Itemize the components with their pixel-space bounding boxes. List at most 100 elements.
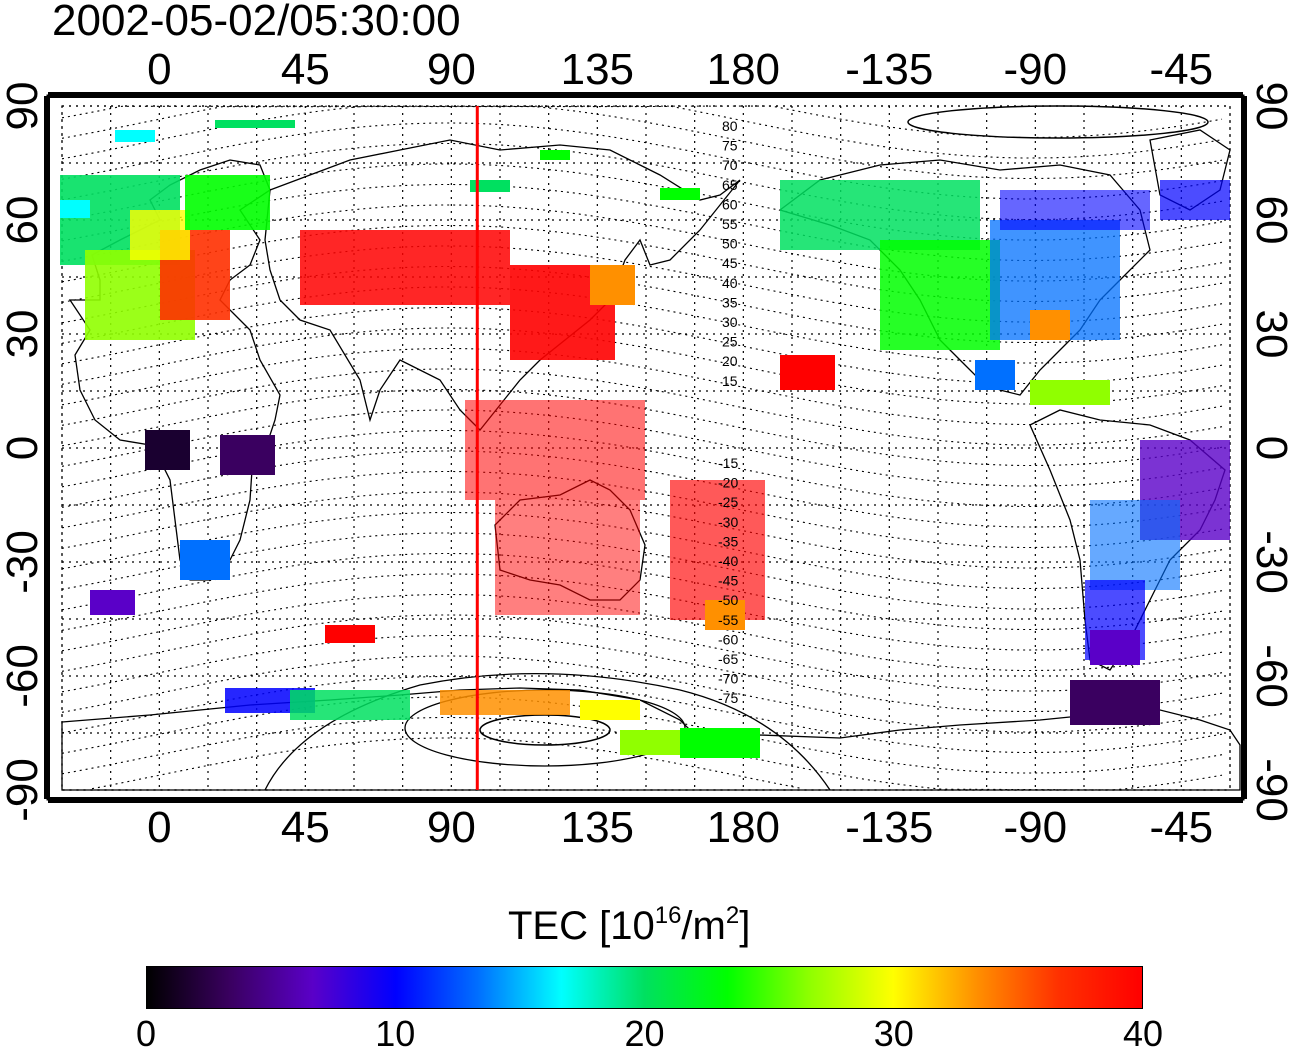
south-pole-contour <box>264 673 831 791</box>
tec-patch <box>325 625 375 643</box>
tec-patch <box>1000 190 1150 230</box>
contour-label: -30 <box>718 514 738 530</box>
tec-patch <box>780 355 835 390</box>
bottom-lon-label: 45 <box>281 803 330 852</box>
contour-label: -25 <box>718 494 738 510</box>
contour-label: -35 <box>718 533 738 549</box>
contour-label: 55 <box>722 216 738 232</box>
contour-label: -50 <box>718 592 738 608</box>
colorbar-title-mid: /m <box>681 904 726 948</box>
colorbar-title: TEC [1016/m2] <box>508 902 750 949</box>
tec-patch <box>495 500 640 615</box>
right-lat-label: 90 <box>1247 82 1292 131</box>
right-lat-label: 60 <box>1247 196 1292 245</box>
contour-label: 70 <box>722 157 738 173</box>
tec-patch <box>180 540 230 580</box>
tec-patch <box>465 400 645 500</box>
right-axis-bar <box>1241 96 1247 799</box>
contour-label: 80 <box>722 118 738 134</box>
contour-label: 20 <box>722 353 738 369</box>
tec-patch <box>1030 310 1070 340</box>
colorbar-tick-label: 20 <box>624 1013 665 1054</box>
colorbar <box>146 966 1143 1009</box>
colorbar-tick-label: 0 <box>135 1013 157 1054</box>
left-lat-label: 30 <box>0 310 47 359</box>
tec-patch <box>1070 680 1160 725</box>
tec-patch <box>185 175 270 230</box>
bottom-lon-label: -90 <box>1004 803 1068 852</box>
top-lon-label: -45 <box>1150 45 1214 94</box>
colorbar-title-exp2: 2 <box>725 902 740 929</box>
tec-patch <box>290 690 410 720</box>
bottom-lon-label: -45 <box>1150 803 1214 852</box>
tec-patch <box>590 265 635 305</box>
contour-label: 35 <box>722 294 738 310</box>
contour-label: 15 <box>722 373 738 389</box>
tec-patch <box>880 240 1000 350</box>
contour-label: -75 <box>718 690 738 706</box>
tec-patch <box>580 700 640 720</box>
tec-patch <box>130 210 190 260</box>
tec-patch <box>1030 380 1110 405</box>
tec-patch <box>215 120 295 128</box>
right-lat-label: -30 <box>1247 530 1292 594</box>
right-lat-label: 0 <box>1247 436 1292 460</box>
tec-patch <box>540 150 570 160</box>
left-lat-label: -90 <box>0 758 47 822</box>
tec-patch <box>975 360 1015 390</box>
top-lon-label: 45 <box>281 45 330 94</box>
right-lat-label: -60 <box>1247 644 1292 708</box>
tec-patch <box>670 480 765 620</box>
left-lat-label: 60 <box>0 196 47 245</box>
bottom-lon-label: -135 <box>845 803 933 852</box>
colorbar-tick-label: 10 <box>375 1013 416 1054</box>
left-lat-label: -60 <box>0 644 47 708</box>
contour-label: 25 <box>722 334 738 350</box>
top-axis-bar <box>48 92 1243 98</box>
top-lon-label: -90 <box>1004 45 1068 94</box>
bottom-lon-label: 135 <box>561 803 634 852</box>
contour-label: -15 <box>718 455 738 471</box>
contour-label: 30 <box>722 314 738 330</box>
tec-patch <box>60 200 90 218</box>
contour-label: 45 <box>722 255 738 271</box>
tec-patches <box>60 120 1230 758</box>
top-lon-label: 135 <box>561 45 634 94</box>
mag-lat-contour <box>61 716 1223 791</box>
north-pole-contour <box>907 105 1209 139</box>
tec-patch <box>220 435 275 475</box>
left-lat-label: 90 <box>0 82 47 131</box>
bottom-lon-label: 180 <box>707 803 780 852</box>
bottom-lon-label: 90 <box>427 803 476 852</box>
colorbar-title-exp1: 16 <box>654 902 682 929</box>
contour-label: 75 <box>722 138 738 154</box>
tec-patch <box>705 600 745 630</box>
tec-patch <box>1090 630 1140 665</box>
colorbar-tick-label: 40 <box>1122 1013 1164 1054</box>
contour-label: 65 <box>722 177 738 193</box>
contour-label: 40 <box>722 275 738 291</box>
tec-map: 0 45 90 135 180 -135 -90 -450 45 90 135 180 -135 -90-… <box>0 45 1292 852</box>
contour-label: -60 <box>718 631 738 647</box>
tec-patch <box>620 730 680 755</box>
right-lat-label: 30 <box>1247 310 1292 359</box>
left-lat-label: -30 <box>0 530 47 594</box>
contour-label: -65 <box>718 651 738 667</box>
contour-label: -55 <box>718 612 738 628</box>
colorbar-tick-label: 30 <box>873 1013 914 1054</box>
top-lon-label: 90 <box>427 45 476 94</box>
tec-patch <box>1090 500 1180 590</box>
left-axis-bar <box>44 96 50 799</box>
bottom-axis-bar <box>48 797 1243 803</box>
right-lat-label: -90 <box>1247 758 1292 822</box>
tec-patch <box>145 430 190 470</box>
map-title: 2002-05-02/05:30:00 <box>52 0 461 45</box>
contour-label: -70 <box>718 671 738 687</box>
tec-patch <box>115 130 155 142</box>
left-lat-label: 0 <box>0 436 47 460</box>
tec-patch <box>780 180 980 250</box>
top-lon-label: 180 <box>707 45 780 94</box>
tec-patch <box>660 188 700 200</box>
tec-patch <box>680 728 760 758</box>
colorbar-title-main: TEC [10 <box>508 904 655 948</box>
